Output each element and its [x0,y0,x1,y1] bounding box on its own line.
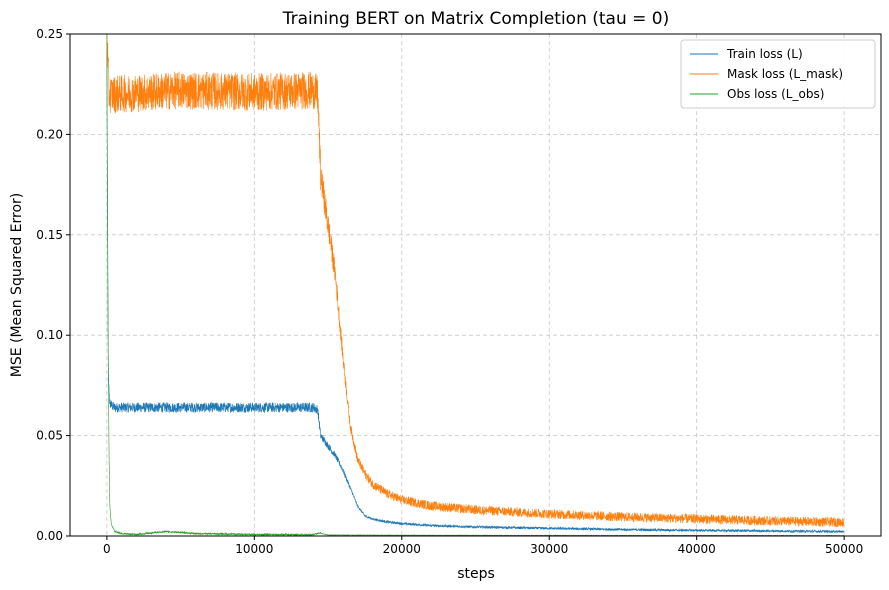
series-layer [106,34,845,536]
legend-label: Mask loss (L_mask) [727,67,843,81]
grid [70,33,881,537]
series-line-0 [106,52,845,534]
plot-frame [69,33,882,537]
x-tick-label: 20000 [383,542,421,556]
x-tick-label: 10000 [235,542,273,556]
series-line-2 [106,34,845,536]
y-tick-label: 0.00 [36,529,63,543]
y-axis-title: MSE (Mean Squared Error) [9,193,25,378]
y-tick-label: 0.05 [36,429,63,443]
legend-label: Obs loss (L_obs) [727,87,824,101]
legend: Train loss (L) Mask loss (L_mask) Obs loss… [680,39,876,109]
series-line-1 [106,35,845,528]
y-tick-label: 0.15 [36,228,63,242]
y-tick-label: 0.10 [36,328,63,342]
ticks: 0 10000 20000 30000 40000 50000 0.00 0.05 0.10 0.… [36,27,863,556]
x-tick-label: 0 [103,542,111,556]
y-tick-label: 0.20 [36,127,63,141]
chart-title: Training BERT on Matrix Completion (tau … [282,9,670,29]
legend-label: Train loss (L) [726,47,803,61]
legend-box [680,39,876,109]
x-tick-label: 30000 [530,542,568,556]
x-tick-label: 40000 [678,542,716,556]
x-axis-title: steps [457,566,495,582]
x-tick-label: 50000 [825,542,863,556]
y-tick-label: 0.25 [36,27,63,41]
